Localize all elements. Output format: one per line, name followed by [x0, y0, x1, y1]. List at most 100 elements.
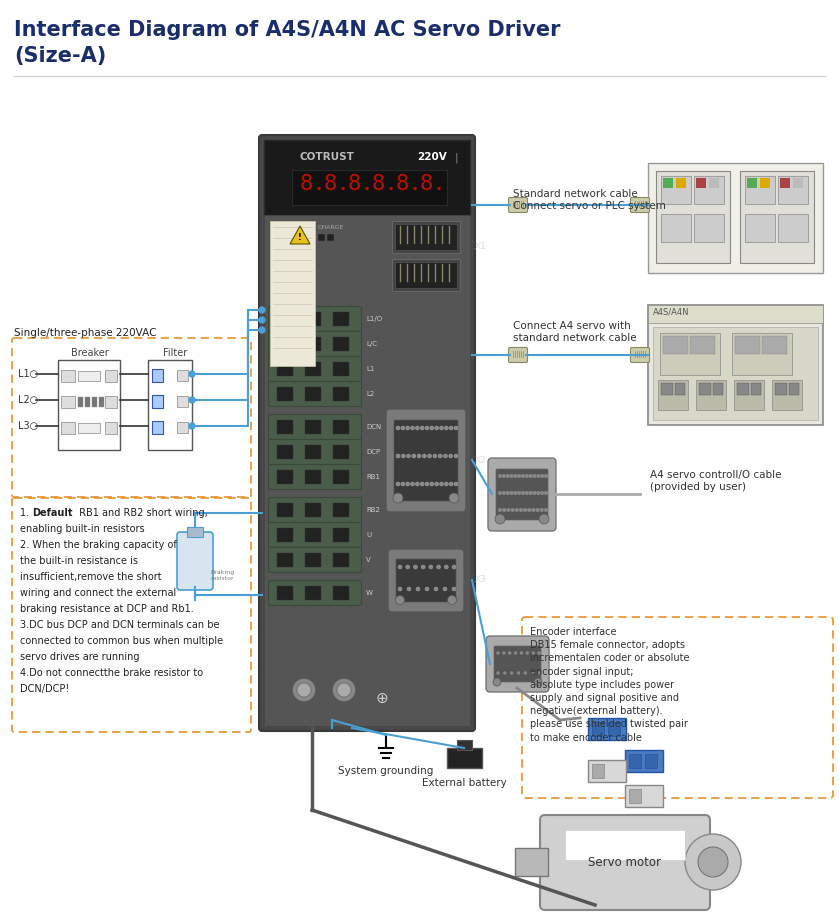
Circle shape [495, 514, 505, 524]
Circle shape [416, 587, 420, 591]
Circle shape [396, 454, 400, 458]
Bar [793, 178, 803, 188]
Circle shape [521, 474, 525, 478]
Text: 2. When the braking capacity of: 2. When the braking capacity of [20, 540, 177, 550]
Circle shape [518, 474, 521, 478]
Circle shape [518, 491, 521, 495]
Bar [735, 336, 760, 354]
Text: RB1 and RB2 short wiring,: RB1 and RB2 short wiring, [76, 508, 208, 518]
Circle shape [524, 671, 527, 674]
FancyBboxPatch shape [494, 646, 541, 682]
Circle shape [529, 491, 533, 495]
Bar [152, 395, 163, 408]
Circle shape [292, 678, 316, 702]
FancyBboxPatch shape [268, 547, 362, 573]
Bar [629, 789, 641, 803]
Text: V: V [366, 557, 371, 563]
FancyBboxPatch shape [488, 458, 556, 531]
Bar [61, 396, 75, 408]
Circle shape [417, 454, 421, 458]
Circle shape [407, 454, 410, 458]
Bar [270, 221, 315, 366]
Circle shape [536, 491, 540, 495]
Bar [305, 337, 321, 351]
Circle shape [538, 671, 540, 674]
Bar [264, 140, 470, 215]
Bar [305, 312, 321, 326]
Text: |: | [455, 152, 459, 162]
Circle shape [493, 678, 501, 686]
Text: 3.DC bus DCP and DCN terminals can be: 3.DC bus DCP and DCN terminals can be [20, 620, 220, 630]
FancyBboxPatch shape [388, 549, 464, 612]
Bar [747, 178, 757, 188]
Bar [457, 740, 472, 750]
FancyBboxPatch shape [386, 409, 466, 512]
FancyBboxPatch shape [486, 636, 549, 692]
Circle shape [545, 508, 548, 512]
Bar [305, 528, 321, 542]
FancyBboxPatch shape [268, 356, 362, 381]
Text: COTRUST: COTRUST [300, 152, 355, 162]
Text: 8.: 8. [348, 174, 375, 194]
Bar [656, 171, 730, 263]
Text: L2○: L2○ [18, 395, 39, 405]
Bar [395, 224, 457, 250]
Circle shape [401, 454, 405, 458]
Circle shape [189, 397, 195, 403]
Bar [277, 362, 293, 376]
Text: (Size-A): (Size-A) [14, 46, 107, 66]
Circle shape [511, 508, 514, 512]
Bar [648, 305, 823, 425]
Bar [645, 754, 657, 768]
Circle shape [533, 474, 536, 478]
FancyBboxPatch shape [177, 532, 213, 590]
Bar [85, 397, 90, 407]
Bar [333, 337, 349, 351]
Circle shape [406, 482, 409, 486]
Bar [292, 170, 447, 205]
Text: Filter: Filter [163, 348, 187, 358]
Circle shape [428, 454, 431, 458]
Circle shape [259, 327, 265, 333]
Bar [778, 214, 808, 242]
Circle shape [508, 651, 511, 655]
Bar [92, 397, 97, 407]
Circle shape [510, 474, 513, 478]
FancyBboxPatch shape [394, 420, 458, 501]
Text: 4.Do not connectthe brake resistor to: 4.Do not connectthe brake resistor to [20, 668, 203, 678]
Circle shape [498, 474, 502, 478]
Text: Interface Diagram of A4S/A4N AC Servo Driver: Interface Diagram of A4S/A4N AC Servo Dr… [14, 20, 560, 40]
Bar [177, 422, 188, 433]
Circle shape [506, 474, 509, 478]
Circle shape [433, 454, 437, 458]
Text: L1○: L1○ [18, 369, 38, 379]
Circle shape [503, 508, 506, 512]
Bar [629, 754, 641, 768]
Bar [772, 380, 802, 410]
Circle shape [517, 671, 520, 674]
Bar [277, 470, 293, 484]
Bar [333, 528, 349, 542]
Bar [333, 503, 349, 517]
Bar [675, 383, 685, 395]
Text: !: ! [298, 232, 302, 241]
Bar [152, 421, 163, 434]
Circle shape [532, 508, 535, 512]
Text: L1: L1 [366, 366, 374, 372]
Circle shape [520, 651, 523, 655]
Bar [699, 383, 711, 395]
Circle shape [445, 565, 448, 569]
Bar [277, 337, 293, 351]
Circle shape [422, 454, 426, 458]
Circle shape [406, 426, 409, 430]
Circle shape [519, 508, 523, 512]
Circle shape [396, 426, 400, 430]
Bar [78, 423, 100, 433]
Bar [61, 370, 75, 382]
Text: 8.: 8. [396, 174, 423, 194]
Bar [392, 259, 460, 291]
Circle shape [533, 491, 536, 495]
Circle shape [449, 482, 453, 486]
Bar [588, 760, 626, 782]
Bar [447, 748, 482, 768]
